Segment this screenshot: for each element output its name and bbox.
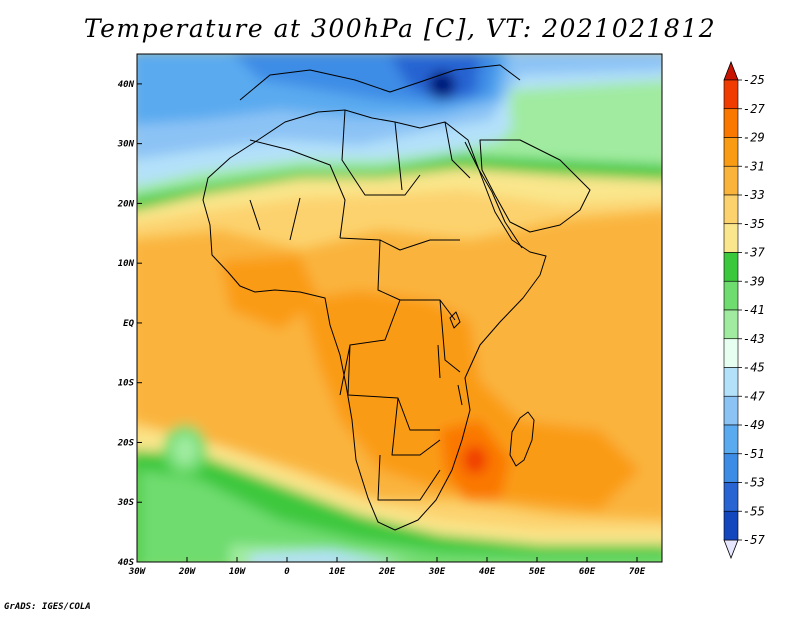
temperature-field (137, 54, 662, 562)
red-sea (464, 141, 523, 249)
field-band-s3 (140, 470, 662, 562)
x-tick-label: 10W (229, 567, 247, 577)
field-band-ne-green (510, 80, 662, 160)
legend-label: -25 (743, 73, 765, 87)
y-tick-label: 20N (117, 199, 135, 209)
y-tick-label: 10S (118, 379, 135, 389)
plot-frame (136, 53, 663, 563)
legend-label: -49 (743, 418, 765, 432)
legend-swatch (723, 424, 739, 455)
borders-central (339, 237, 461, 501)
legend-label: -45 (743, 361, 765, 375)
y-tick-label: 20S (117, 438, 135, 448)
legend-swatch (723, 482, 739, 512)
y-tick-label: 30S (117, 498, 135, 508)
y-tick-label: 40N (118, 80, 135, 90)
legend-swatch (723, 395, 739, 426)
field-band-w5 (463, 446, 487, 474)
x-tick-label: 0 (284, 567, 290, 577)
arabia (479, 139, 591, 233)
legend-label: -31 (743, 159, 765, 173)
legend-label: -39 (743, 274, 765, 288)
field-band-w3 (220, 255, 320, 330)
y-axis: 40N 30N 20N 10N EQ 10S 20S 30S 40S (117, 80, 142, 568)
y-tick-label: EQ (123, 319, 134, 329)
legend-swatch (723, 280, 739, 311)
x-tick-label: 30W (128, 567, 147, 577)
africa-coastline (202, 109, 547, 531)
legend-label: -35 (743, 217, 765, 231)
legend-swatch (723, 309, 739, 340)
legend-label: -57 (743, 533, 765, 547)
legend-swatch (723, 194, 739, 225)
mediterranean-north (239, 64, 521, 101)
lakes (437, 311, 463, 406)
legend-swatch (723, 137, 739, 167)
color-legend: -25 -27 -29 -31 -33 -35 -37 -39 -41 -43 -45 -47 -49 -… (723, 60, 765, 560)
legend-swatch (723, 252, 739, 282)
field-band-w2 (300, 290, 640, 510)
legend-label: -41 (743, 303, 765, 317)
legend-label: -51 (743, 447, 765, 461)
legend-label: -47 (743, 389, 765, 403)
legend-label: -29 (743, 131, 765, 145)
legend-swatch (723, 79, 739, 110)
x-tick-label: 40E (479, 567, 496, 577)
x-tick-label: 20W (178, 567, 197, 577)
legend-swatch (723, 223, 739, 253)
plot-title: Temperature at 300hPa [C], VT: 202102181… (83, 14, 717, 43)
x-tick-label: 30E (428, 567, 446, 577)
legend-top-cap (723, 60, 739, 81)
legend-label: -37 (743, 246, 765, 260)
field-band-s7 (173, 435, 197, 465)
field-band-s5 (250, 550, 386, 562)
legend-label: -27 (743, 102, 765, 116)
legend-swatch (723, 165, 739, 196)
y-tick-label: 10N (118, 259, 135, 269)
legend-swatch (723, 510, 739, 541)
legend-bottom-cap (723, 539, 739, 560)
x-tick-label: 60E (579, 567, 596, 577)
x-axis: 30W 20W 10W 0 10E 20E 30E 40E 50E 60E 70E (128, 557, 646, 577)
x-tick-label: 70E (629, 567, 646, 577)
x-tick-label: 50E (529, 567, 546, 577)
x-tick-label: 20E (378, 567, 396, 577)
legend-label: -53 (743, 476, 765, 490)
legend-swatch (723, 338, 739, 368)
legend-label: -33 (743, 188, 765, 202)
field-band-n9 (428, 71, 456, 99)
legend-label: -43 (743, 332, 765, 346)
legend-swatch (723, 367, 739, 397)
credit-text: GrADS: IGES/COLA (4, 602, 91, 612)
y-tick-label: 40S (118, 558, 135, 568)
madagascar (509, 411, 535, 467)
x-tick-label: 10E (329, 567, 346, 577)
legend-label: -55 (743, 504, 765, 518)
legend-swatch (723, 453, 739, 483)
borders-north (249, 109, 471, 241)
coastlines (202, 64, 591, 531)
temperature-map: 30W 20W 10W 0 10E 20E 30E 40E 50E 60E 70E 40N 30N 20… (117, 53, 765, 577)
y-tick-label: 30N (117, 140, 135, 150)
legend-swatch (723, 108, 739, 138)
